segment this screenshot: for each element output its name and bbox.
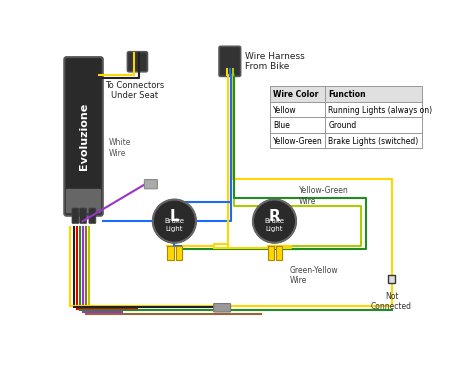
Text: Yellow-Green
Wire: Yellow-Green Wire — [299, 186, 349, 206]
Text: Wire Color: Wire Color — [273, 90, 319, 99]
Bar — [388, 275, 395, 283]
Text: Wire Harness
From Bike: Wire Harness From Bike — [245, 52, 305, 71]
FancyBboxPatch shape — [66, 189, 101, 214]
Text: White
Wire: White Wire — [109, 138, 131, 158]
Text: To Connectors
Under Seat: To Connectors Under Seat — [105, 81, 164, 101]
FancyBboxPatch shape — [267, 246, 273, 259]
Text: Green-Yellow
Wire: Green-Yellow Wire — [290, 266, 338, 285]
Text: L: L — [170, 209, 179, 224]
FancyBboxPatch shape — [64, 57, 103, 216]
Bar — [270, 102, 325, 117]
Bar — [325, 117, 421, 132]
Text: Blue: Blue — [273, 121, 290, 130]
Text: Brake Lights (switched): Brake Lights (switched) — [328, 137, 419, 146]
Text: Yellow: Yellow — [273, 106, 297, 115]
Bar — [325, 132, 421, 148]
Bar — [270, 132, 325, 148]
FancyBboxPatch shape — [214, 304, 231, 312]
Text: Running Lights (always on): Running Lights (always on) — [328, 106, 432, 115]
Text: Brake
Light: Brake Light — [164, 218, 184, 232]
FancyBboxPatch shape — [176, 246, 182, 259]
FancyBboxPatch shape — [219, 46, 241, 76]
Text: Brake
Light: Brake Light — [264, 218, 284, 232]
FancyBboxPatch shape — [276, 246, 282, 259]
FancyBboxPatch shape — [167, 246, 173, 259]
FancyBboxPatch shape — [89, 208, 96, 224]
FancyBboxPatch shape — [128, 52, 147, 72]
Bar — [270, 86, 325, 102]
Text: Function: Function — [328, 90, 366, 99]
Text: Not
Connected: Not Connected — [371, 292, 412, 311]
Bar — [270, 117, 325, 132]
Circle shape — [253, 200, 296, 243]
FancyBboxPatch shape — [145, 179, 157, 189]
FancyBboxPatch shape — [72, 208, 79, 224]
Bar — [325, 102, 421, 117]
Circle shape — [153, 200, 196, 243]
Text: Evoluzione: Evoluzione — [79, 103, 89, 170]
Text: R: R — [269, 209, 280, 224]
FancyBboxPatch shape — [80, 208, 87, 224]
Bar — [325, 86, 421, 102]
Text: Yellow-Green: Yellow-Green — [273, 137, 323, 146]
Text: Ground: Ground — [328, 121, 356, 130]
